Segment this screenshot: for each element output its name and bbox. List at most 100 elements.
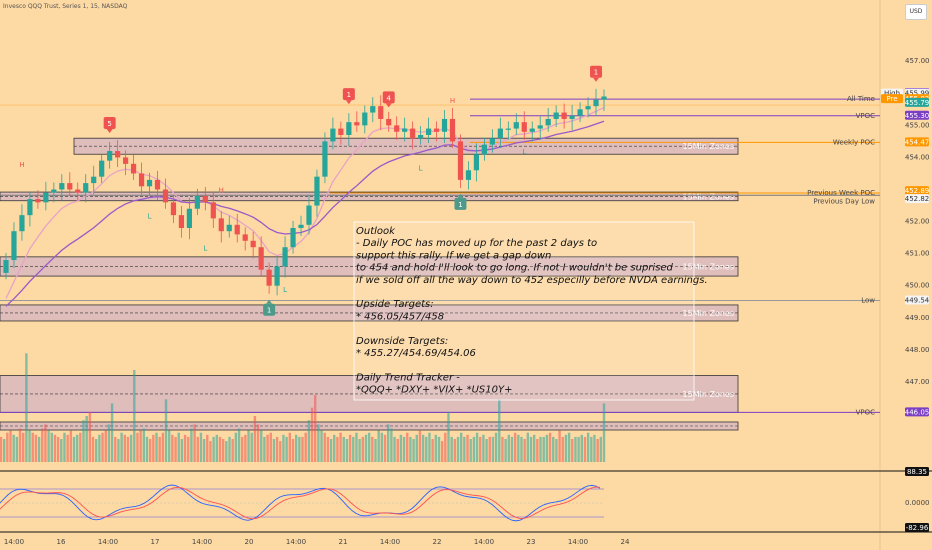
currency-button[interactable]: USD [905,4,927,20]
candle-body [138,173,145,187]
candle-body [322,141,328,177]
candle-body [394,125,400,132]
price-tick-label: 447.00 [905,378,930,386]
price-tick-label: 457.00 [905,57,930,65]
volume-bar [44,424,47,462]
candle-body [601,96,607,100]
signal-marker-pointer [385,103,392,108]
time-tick-label: 14:00 [4,538,24,546]
oscillator-fast-line [0,484,601,522]
volume-bar [82,420,85,462]
candle-body [258,247,264,270]
annotation-line: *QQQ+ *DXY+ *VIX+ *US10Y+ [356,385,512,396]
volume-bar [307,420,311,462]
volume-bar [561,436,564,462]
volume-bar [63,432,66,462]
volume-bar [155,432,158,462]
candle-body [51,189,57,193]
volume-bar [450,436,453,462]
level-line-label: All Time [847,95,875,103]
level-line-label: Previous Day Low [813,197,875,205]
volume-bar [472,436,476,462]
volume-bar [466,434,469,462]
candle-body [489,138,495,145]
time-tick-label: 14:00 [286,538,306,546]
volume-bar [15,436,19,462]
time-tick-label: 22 [433,538,442,546]
volume-bar [123,434,126,462]
price-tag-label: High [884,90,900,98]
volume-bar [386,424,390,462]
volume-bar [304,432,307,462]
level-line-label: VPOC [856,112,876,120]
candle-body [83,183,89,193]
time-tick-label: 23 [527,538,536,546]
candle-body [521,122,527,132]
candle-body [386,118,392,126]
candle-body [497,128,503,139]
volume-bar [212,436,215,462]
volume-bar [85,416,88,462]
volume-bar [513,432,517,462]
signal-marker-pointer [457,193,464,198]
price-tag [905,137,929,147]
volume-bar [571,439,574,462]
volume-bar [117,439,120,462]
price-tag-label: 454.47 [905,138,930,146]
ema-slow-line [5,120,605,307]
volume-bar [187,436,190,462]
volume-bar [225,441,228,462]
volume-bar [479,436,482,462]
volume-bar [396,439,399,462]
price-tag-label: 455.30 [905,112,930,120]
swing-label: L [148,212,152,220]
candle-body [298,224,304,228]
volume-bar [348,434,352,462]
volume-bar [66,434,69,462]
candle-body [513,122,519,129]
zone-label: 15Min Zones [683,390,734,399]
volume-bar [456,436,460,462]
volume-bar [206,434,209,462]
zone-label: 15Min Zones [683,309,734,318]
signal-marker-label: 1 [267,307,271,315]
volume-bar [580,434,583,462]
candle-body [210,202,216,219]
candle-body [266,269,272,286]
candle-body [130,163,137,174]
candle-body [11,231,17,261]
volume-bar [34,434,38,462]
time-tick-label: 14:00 [380,538,400,546]
candle-body [577,109,583,116]
volume-bar [75,434,79,462]
candle-body [91,176,97,184]
volume-bar [266,434,269,462]
ema-fast-line [5,106,605,299]
candle-body [123,157,129,164]
volume-bar [558,430,561,462]
volume-bar [447,411,450,462]
volume-bar [355,432,358,462]
volume-bar [485,439,488,462]
volume-bar [98,434,101,462]
candle-body [107,151,113,161]
candle-body [306,205,312,225]
volume-bar [148,439,152,462]
volume-bar [152,434,155,462]
volume-bar [323,432,326,462]
volume-bar [88,411,92,462]
volume-bar [231,439,234,462]
volume-bar [329,439,333,462]
price-tag [905,194,929,204]
volume-bar [504,439,507,462]
volume-bar [275,436,279,462]
candle-body [75,189,81,193]
candle-body [234,224,240,235]
volume-bar [498,399,501,462]
price-tag [905,97,929,107]
candle-body [290,227,296,248]
swing-label: H [19,161,24,169]
volume-bar [520,436,523,462]
